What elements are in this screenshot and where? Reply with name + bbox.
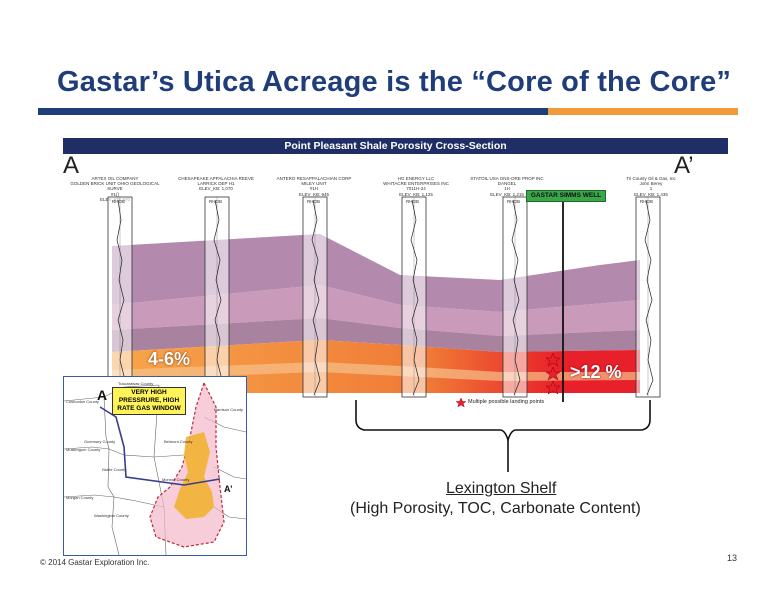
title-rule-blue [38, 108, 548, 115]
landing-points-note: Multiple possible landing points [468, 399, 545, 405]
county-label-belmont: Belmont County [164, 439, 193, 444]
well-track-3 [302, 196, 328, 398]
well-2-lease: LARRICK DEP H1 [197, 181, 235, 187]
page-number: 13 [727, 553, 738, 563]
well-track-2 [204, 196, 230, 398]
well-5-elevation: ELEV_KB: 1,215 [490, 191, 524, 197]
well-3-lease: MILEY UNIT [301, 181, 327, 187]
track-label-2: RHOB [209, 199, 223, 204]
well-track-1 [107, 196, 133, 398]
well-5-lease: DANGEL [497, 181, 517, 187]
track-label-3: RHOB [307, 199, 321, 204]
county-label-noble: Noble County [102, 467, 127, 472]
inset-map: A A’ VERY HIGH PRESSRURE, HIGH RATE GAS … [63, 376, 247, 556]
legend-star-icon [455, 397, 467, 408]
well-6-number: 1 [649, 186, 653, 192]
gas-window-callout: VERY HIGH PRESSRURE, HIGH RATE GAS WINDO… [112, 387, 186, 415]
inset-label-a-prime: A’ [224, 484, 233, 494]
county-label-harrison: Harrison County [214, 407, 243, 412]
county-label-guernsey: Guernsey County [84, 439, 116, 444]
well-6-operator: Tri County Oil & Gas, Inc [626, 176, 676, 181]
log-curve-3 [311, 199, 321, 396]
lexington-shelf-title: Lexington Shelf [446, 480, 557, 497]
well-4-elevation: ELEV_KB: 1,125 [399, 191, 433, 197]
well-header-4: HG ENERGY LLC WHITACRE ENTERPRISES INC 7… [371, 176, 461, 197]
gastar-acreage [174, 432, 214, 519]
well-1-operator: ARTEX OIL COMPANY [91, 176, 139, 181]
gastar-well-label: GASTAR SIMMS WELL [526, 190, 606, 202]
title-rule-orange [548, 108, 738, 115]
inset-map-graphic [64, 381, 246, 555]
well-track-6 [635, 196, 661, 398]
track-label-6: RHOB [640, 199, 654, 204]
well-6-elevation: ELEV_KB: 1,435 [634, 191, 668, 197]
well-6-lease: John Berey [639, 181, 663, 187]
well-header-3: ANTERO RESAPPALACHIAN CORP MILEY UNIT #1… [269, 176, 359, 197]
log-curve-4 [410, 199, 420, 396]
well-header-5: STATOIL USA ONS-ORE PROP INC DANGEL 1H E… [462, 176, 552, 197]
county-label-monroe: Monroe County [162, 477, 190, 482]
track-label-5: RHOB [507, 199, 521, 204]
well-header-6: Tri County Oil & Gas, Inc John Berey 1 E… [606, 176, 696, 197]
log-curve-2 [213, 199, 223, 396]
county-label-tuscarawas: Tuscarawas County [118, 381, 154, 386]
porosity-label-left: 4-6% [148, 349, 191, 369]
lexington-shelf-subtitle: (High Porosity, TOC, Carbonate Content) [350, 500, 641, 517]
copyright-footer: © 2014 Gastar Exploration Inc. [40, 558, 150, 567]
county-label-muskingum: Muskingum County [66, 447, 101, 452]
county-label-washington: Washington County [94, 513, 129, 518]
well-4-number: 7011H-24 [406, 186, 426, 192]
well-track-4 [401, 196, 427, 398]
well-4-operator: HG ENERGY LLC [397, 176, 435, 181]
well-2-operator: CHESAPEAKE APPALACHIA REEVE [178, 176, 254, 181]
section-start-label: A [63, 152, 80, 179]
inset-label-a: A [97, 387, 108, 403]
well-4-lease: WHITACRE ENTERPRISES INC [383, 181, 449, 187]
well-header-2: CHESAPEAKE APPALACHIA REEVE LARRICK DEP … [171, 176, 261, 192]
log-curve-1 [116, 199, 126, 396]
well-track-5 [502, 196, 528, 398]
slide-title: Gastar’s Utica Acreage is the “Core of t… [57, 66, 732, 98]
well-3-number: #1H [309, 186, 319, 192]
lexington-brace [355, 400, 651, 443]
track-label-4: RHOB [406, 199, 420, 204]
section-end-label: A’ [674, 152, 694, 179]
cross-section-line [99, 406, 221, 486]
county-label-coshocton: Coshocton County [66, 399, 99, 404]
log-curve-5 [511, 199, 521, 396]
well-1-lease: GOLDEN BRICK UNIT OHIO GEOLOGICAL SURVE [70, 181, 160, 192]
well-2-elevation: ELEV_KB: 1,070 [199, 186, 233, 192]
landing-point-stars [545, 352, 561, 395]
well-5-operator: STATOIL USA ONS-ORE PROP INC [470, 176, 544, 181]
porosity-label-right: >12 % [570, 362, 622, 382]
log-curve-6 [644, 199, 654, 396]
well-3-elevation: ELEV_KB: 945 [298, 191, 330, 197]
well-5-number: 1H [504, 186, 510, 192]
well-3-operator: ANTERO RESAPPALACHIAN CORP [276, 176, 352, 181]
county-label-morgan: Morgan County [66, 495, 94, 500]
cross-section-header: Point Pleasant Shale Porosity Cross-Sect… [63, 138, 728, 154]
track-label-1: RHOB [112, 199, 126, 204]
well-1-number: #1() [110, 191, 119, 197]
